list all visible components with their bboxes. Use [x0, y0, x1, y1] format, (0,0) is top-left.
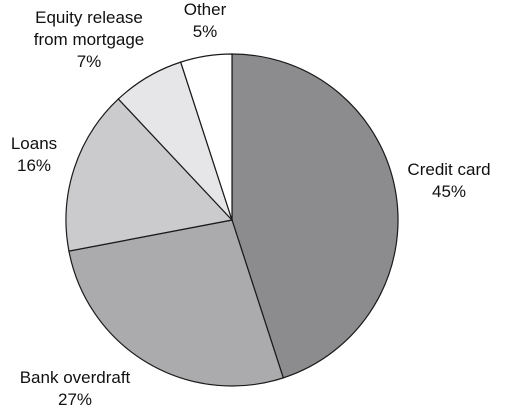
pie-slice-other	[179, 53, 233, 221]
slice-value-equity-release-from-mortgage: 7%	[77, 52, 102, 71]
slice-value-other: 5%	[193, 22, 218, 41]
pie-slice-loans	[65, 98, 234, 252]
slice-label-equity-release-from-mortgage: from mortgage	[34, 30, 145, 49]
slice-value-loans: 16%	[17, 156, 51, 175]
slice-label-loans: Loans	[11, 134, 57, 153]
slice-label-bank-overdraft: Bank overdraft	[20, 368, 131, 387]
pie-slice-credit-card	[231, 53, 399, 379]
slice-label-credit-card: Credit card	[407, 160, 490, 179]
slice-value-bank-overdraft: 27%	[58, 390, 92, 409]
slice-label-equity-release-from-mortgage: Equity release	[35, 8, 143, 27]
slices-layer	[65, 53, 399, 387]
slice-label-other: Other	[184, 0, 227, 19]
labels-layer: Credit card 45% Bank overdraft 27% Loans 16% E…	[11, 0, 491, 409]
pie-slice-bank-overdraft	[68, 219, 285, 387]
slice-value-credit-card: 45%	[432, 182, 466, 201]
